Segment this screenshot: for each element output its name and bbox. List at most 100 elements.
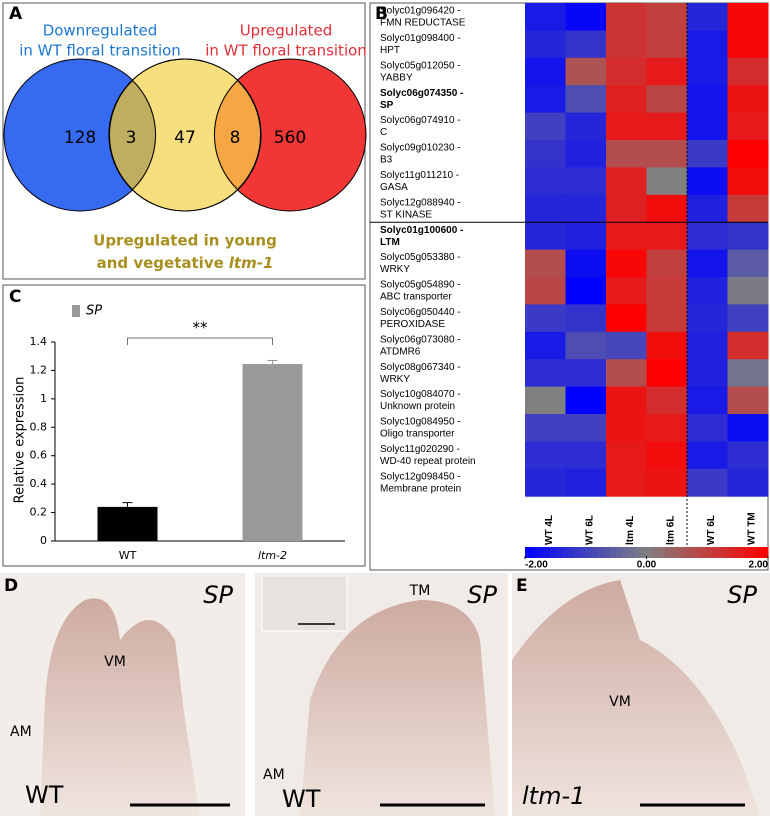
- colorbar-step: [622, 547, 629, 558]
- heatmap-cell: [727, 167, 769, 196]
- heatmap-cell: [606, 222, 647, 251]
- heatmap-cell: [525, 386, 566, 415]
- gene-id: Solyc09g010230 -: [380, 143, 461, 154]
- micrograph-label: WT: [25, 781, 64, 809]
- heatmap-cell: [606, 167, 647, 196]
- colorbar-step: [725, 547, 733, 558]
- gene-id: Solyc12g098450 -: [380, 471, 461, 482]
- heatmap-cell: [525, 167, 566, 196]
- column-label: WT 6L: [584, 515, 595, 545]
- heatmap-cell: [687, 441, 728, 470]
- gene-id: Solyc06g074350 -: [380, 88, 463, 99]
- colorbar-step: [646, 547, 654, 558]
- heatmap-cell: [646, 140, 688, 168]
- heatmap-cell: [565, 112, 607, 141]
- panel-label: E: [516, 576, 528, 596]
- heatmap-cell: [687, 249, 728, 278]
- heatmap-cell: [525, 85, 566, 114]
- colorbar-step: [749, 547, 757, 558]
- heatmap-cell: [646, 386, 688, 415]
- heatmap-cell: [646, 249, 688, 278]
- venn-count: 3: [126, 128, 137, 148]
- heatmap-cell: [525, 112, 566, 141]
- heatmap-cell: [565, 194, 607, 223]
- gene-name: B3: [380, 155, 393, 166]
- heatmap-cell: [727, 112, 769, 141]
- y-tick-label: 1.2: [30, 363, 48, 376]
- colorbar-step: [603, 547, 611, 558]
- heatmap-cell: [525, 194, 566, 223]
- colorbar-step: [573, 547, 581, 558]
- panel-frame: [2, 284, 366, 567]
- heatmap-cell: [727, 386, 769, 415]
- heatmap-cell: [525, 249, 566, 278]
- heatmap-cell: [525, 3, 566, 31]
- venn-label-part: and vegetative: [97, 254, 224, 272]
- heatmap-cell: [687, 359, 728, 388]
- micrograph-label: TM: [409, 583, 431, 599]
- heatmap-cell: [525, 57, 566, 86]
- tissue: [512, 580, 760, 816]
- colorbar-step: [634, 547, 641, 558]
- gene-id: Solyc10g084070 -: [380, 389, 461, 400]
- y-tick-label: 0.8: [30, 420, 48, 433]
- y-axis-label: Relative expression: [13, 377, 28, 504]
- colorbar-step: [761, 547, 769, 558]
- colorbar-step: [531, 547, 538, 558]
- heatmap-cell: [687, 194, 728, 223]
- heatmap-cell: [727, 194, 769, 223]
- gene-name: Oligo transporter: [380, 429, 455, 440]
- heatmap-cell: [727, 3, 769, 31]
- heatmap-cell: [525, 30, 566, 59]
- colorbar-step: [743, 547, 751, 558]
- column-label: WT 4L: [544, 515, 555, 545]
- heatmap-cell: [606, 468, 647, 497]
- heatmap-cell: [646, 112, 688, 141]
- heatmap-cell: [606, 3, 647, 31]
- venn-circle: [108, 58, 262, 212]
- venn-label: and vegetative ltm-1: [97, 254, 274, 272]
- heatmap-cell: [727, 222, 769, 251]
- heatmap-cell: [525, 222, 566, 251]
- heatmap-cell: [727, 414, 769, 442]
- colorbar-step: [664, 547, 672, 558]
- colorbar-step: [701, 547, 708, 558]
- heatmap-cell: [565, 30, 607, 59]
- heatmap-cell: [606, 85, 647, 114]
- heatmap-cell: [687, 112, 728, 141]
- heatmap-cell: [646, 414, 688, 442]
- heatmap-cell: [687, 468, 728, 497]
- heatmap-cell: [646, 468, 688, 497]
- panel-label: B: [375, 4, 388, 24]
- colorbar-step: [755, 547, 763, 558]
- heatmap-cell: [525, 304, 566, 333]
- colorbar-step: [591, 547, 599, 558]
- heatmap-cell: [606, 414, 647, 442]
- heatmap-cell: [646, 194, 688, 223]
- heatmap-cell: [565, 3, 607, 31]
- heatmap-cell: [565, 331, 607, 360]
- heatmap-cell: [687, 57, 728, 86]
- heatmap-cell: [565, 249, 607, 278]
- micrograph-label: WT: [282, 785, 321, 813]
- venn-label-part: ltm-1: [229, 254, 274, 272]
- heatmap-cell: [687, 331, 728, 360]
- panel-label: D: [4, 576, 18, 596]
- heatmap-cell: [525, 414, 566, 442]
- heatmap-cell: [646, 57, 688, 86]
- tissue: [300, 600, 495, 816]
- heatmap-cell: [687, 85, 728, 114]
- gene-id: Solyc01g098400 -: [380, 33, 461, 44]
- bar: [242, 364, 303, 541]
- colorbar-step: [537, 547, 544, 558]
- heatmap-cell: [727, 249, 769, 278]
- colorbar-step: [525, 547, 532, 558]
- panel-label: A: [9, 4, 23, 24]
- column-label: WT TM: [746, 512, 757, 545]
- micrograph-label: VM: [104, 654, 126, 670]
- gene-id: Solyc06g050440 -: [380, 307, 461, 318]
- heatmap-cell: [606, 57, 647, 86]
- heatmap-cell: [646, 85, 688, 114]
- colorbar-step: [737, 547, 745, 558]
- colorbar-step: [561, 547, 569, 558]
